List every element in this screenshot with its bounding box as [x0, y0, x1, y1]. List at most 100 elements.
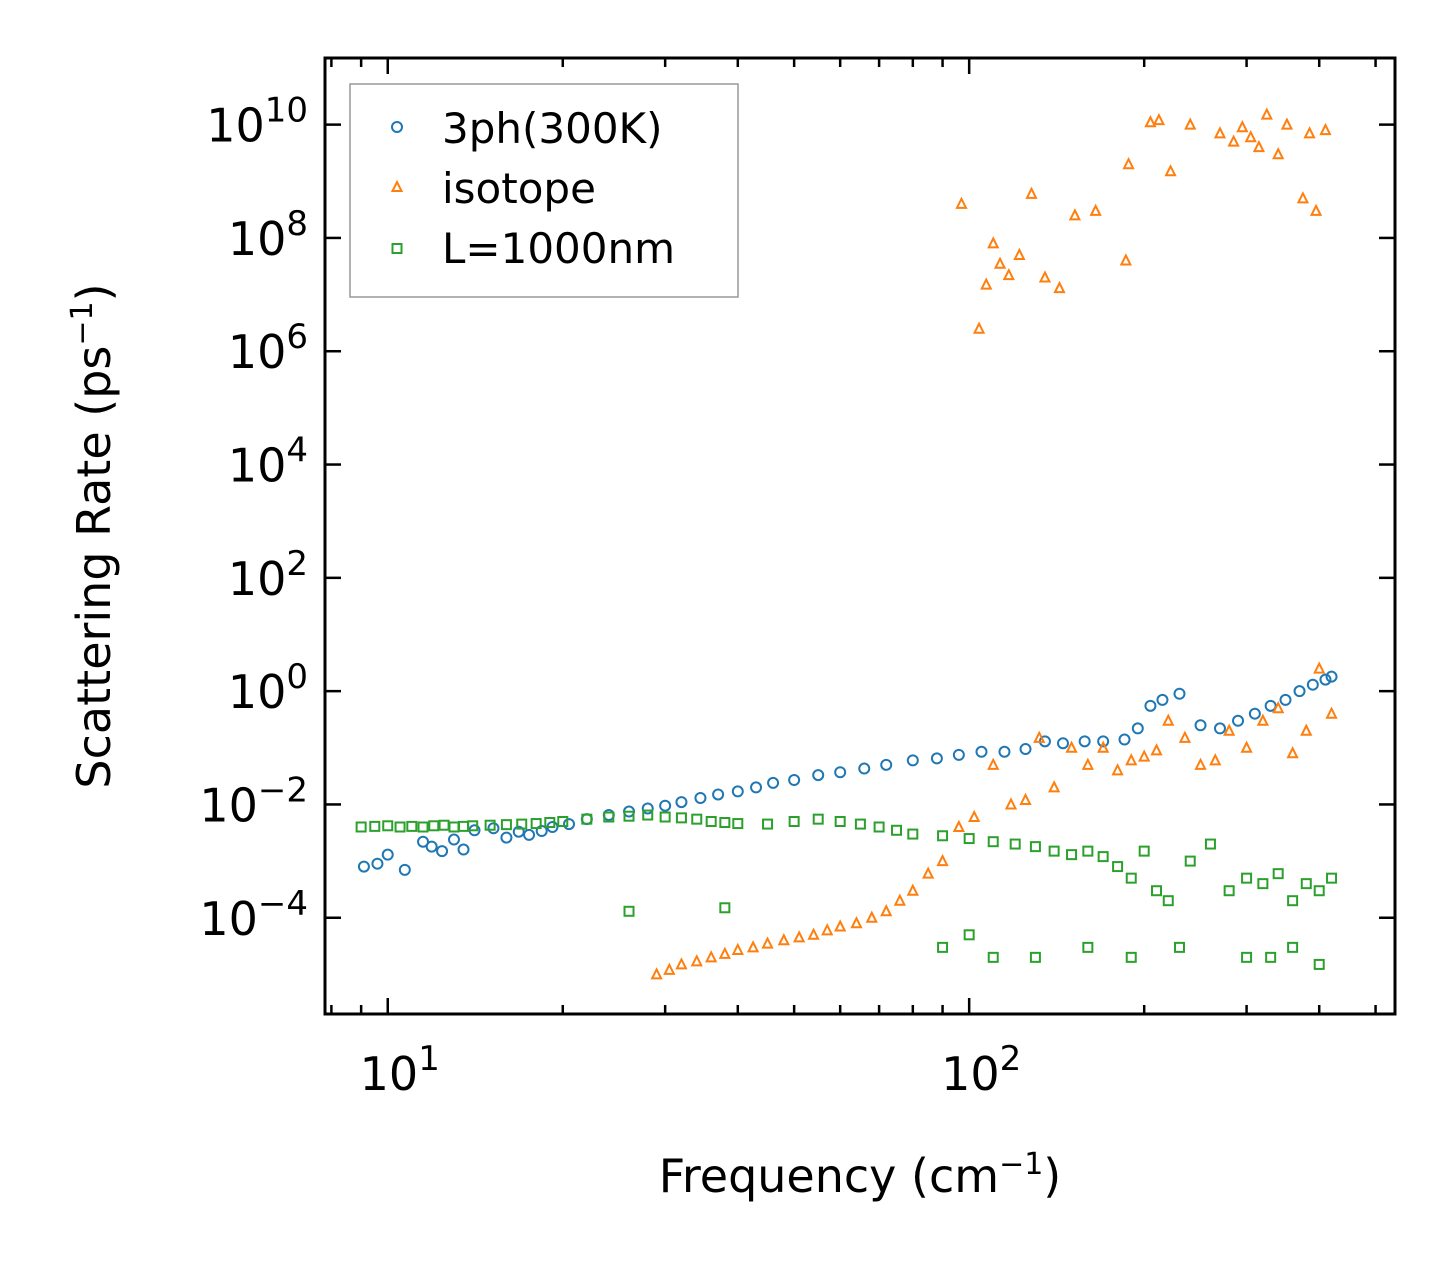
y-tick-label: 1010 [206, 91, 308, 153]
data-point [987, 836, 999, 848]
data-point [484, 819, 496, 831]
data-point [1325, 706, 1338, 719]
data-point [1293, 685, 1306, 698]
legend-label-l1000nm: L=1000nm [442, 224, 675, 273]
plot-frame [323, 56, 1397, 1016]
data-point [1097, 851, 1109, 863]
y-axis-title: Scattering Rate (ps−1) [65, 283, 121, 788]
data-point [406, 820, 418, 832]
data-point [1111, 763, 1124, 776]
data-point [512, 825, 525, 838]
tick-labels: 101 102 10−4 10−2 100 102 104 106 108 1010 [199, 91, 1021, 1101]
y-tick-label: 10−4 [199, 884, 308, 946]
data-point [1194, 757, 1207, 770]
data-point [987, 951, 999, 963]
data-point [1256, 713, 1269, 726]
data-point [355, 821, 367, 833]
data-point [675, 796, 688, 809]
data-point [1265, 951, 1277, 963]
data-point [1223, 723, 1236, 736]
data-point [1272, 700, 1285, 714]
data-point [880, 904, 893, 917]
legend-marker-isotope [390, 179, 404, 192]
y-tick-label: 108 [228, 204, 308, 266]
data-point [1097, 735, 1110, 748]
data-point [1002, 267, 1015, 281]
y-tick-label: 10−2 [199, 770, 308, 832]
data-point [834, 816, 846, 828]
data-point [788, 774, 801, 787]
data-point [1162, 895, 1174, 907]
data-point [394, 821, 406, 833]
data-point [523, 828, 536, 841]
data-point [907, 828, 919, 840]
legend-box [349, 83, 739, 298]
data-point [1173, 687, 1186, 700]
data-point [690, 954, 703, 967]
data-point [417, 821, 429, 833]
data-point [922, 866, 935, 879]
data-point [1264, 699, 1277, 712]
data-point [1162, 713, 1175, 726]
data-point [1319, 122, 1332, 136]
data-point [1131, 722, 1144, 735]
data-point [447, 833, 460, 846]
series-1 [650, 107, 1338, 980]
data-point [998, 745, 1011, 758]
data-point [581, 813, 593, 825]
data-point [357, 860, 370, 873]
data-point [398, 863, 411, 876]
data-point [381, 848, 394, 861]
data-point [1019, 743, 1032, 756]
data-point [1019, 792, 1032, 805]
data-point [893, 893, 906, 906]
data-point [793, 930, 806, 943]
legend-marker-3ph [391, 121, 403, 133]
data-point [930, 752, 943, 765]
data-point [675, 957, 688, 970]
data-point [382, 820, 394, 832]
data-point [1053, 280, 1066, 294]
data-point [1287, 941, 1299, 953]
data-point [535, 824, 548, 837]
data-point [650, 967, 663, 980]
data-point [1150, 743, 1163, 756]
data-point [428, 820, 440, 832]
data-point [1144, 115, 1157, 128]
data-point [1038, 270, 1052, 283]
data-point [1119, 253, 1132, 266]
data-point [777, 933, 790, 946]
data-point [858, 762, 871, 775]
data-point [937, 941, 949, 953]
x-tick-label: 101 [360, 1039, 440, 1101]
data-point [1260, 107, 1273, 120]
data-point [1078, 735, 1091, 748]
data-point [955, 196, 968, 209]
data-point [641, 802, 654, 815]
data-point [952, 819, 965, 832]
data-point [731, 785, 744, 798]
data-point [873, 821, 885, 833]
data-point [850, 916, 863, 929]
data-point [1122, 156, 1135, 170]
data-point [1209, 753, 1222, 766]
data-point [1173, 941, 1185, 953]
y-tick-label: 102 [228, 544, 308, 606]
data-point [659, 799, 672, 812]
data-point [1144, 699, 1157, 712]
data-point [1252, 139, 1266, 153]
x-tick-label: 102 [941, 1039, 1021, 1101]
data-point [1184, 855, 1196, 867]
legend-label-isotope: isotope [442, 164, 596, 213]
data-point [1241, 951, 1253, 963]
data-point [1194, 719, 1207, 732]
data-point [731, 942, 744, 955]
data-point [705, 950, 718, 963]
data-point [1164, 164, 1177, 177]
data-point [1286, 746, 1299, 759]
data-point [603, 811, 615, 823]
data-point [1082, 941, 1094, 953]
data-point [1056, 737, 1069, 750]
data-point [906, 883, 919, 896]
data-point [1244, 129, 1257, 143]
